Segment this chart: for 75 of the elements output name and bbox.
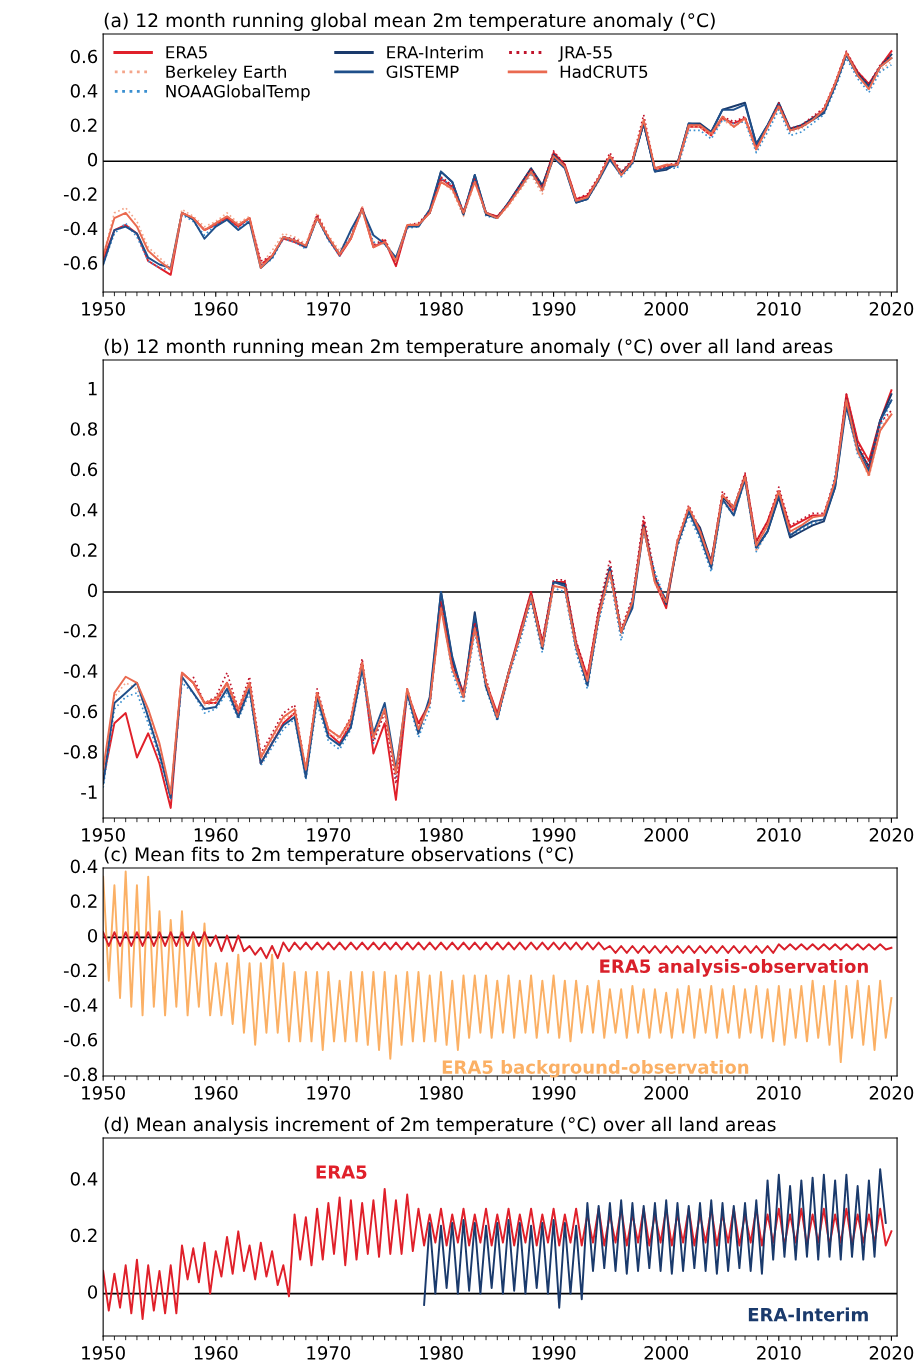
x-tick-label: 2020 <box>869 828 914 842</box>
x-tick-label: 1990 <box>532 302 576 316</box>
x-tick-label: 1960 <box>194 1086 238 1100</box>
y-tick-label: 0 <box>87 583 98 598</box>
x-tick-label: 1950 <box>82 1086 125 1100</box>
y-tick-label: 0.4 <box>70 84 98 98</box>
x-tick-label: 2000 <box>644 302 688 316</box>
x-tick-label: 1980 <box>419 828 463 842</box>
legend-label: ERA5 <box>166 46 207 59</box>
y-tick-label: 0.4 <box>70 1172 98 1186</box>
x-tick-label: 2000 <box>644 1086 688 1100</box>
x-tick-label: 1950 <box>82 828 125 842</box>
y-tick-label: 0.4 <box>70 502 98 517</box>
series-label: ERA5 <box>316 1165 367 1179</box>
y-tick-label: 0 <box>87 1285 98 1299</box>
x-tick-label: 1980 <box>419 302 463 316</box>
series-label: ERA5 analysis-observation <box>600 959 868 977</box>
y-tick-label: 0.8 <box>70 422 98 436</box>
x-tick-label: 2000 <box>644 1346 688 1360</box>
y-tick-label: 0.2 <box>70 118 97 133</box>
x-tick-label: 2010 <box>757 1086 801 1100</box>
series-label: ERA5 background-observation <box>442 1059 749 1078</box>
y-tick-label: -0.2 <box>63 187 97 201</box>
x-tick-label: 1990 <box>532 828 576 842</box>
x-tick-label: 2010 <box>757 828 801 842</box>
x-tick-label: 1970 <box>307 302 351 316</box>
chart-title: (b) 12 month running mean 2m temperature anomaly (°C) over all land areas <box>104 338 833 357</box>
x-tick-label: 2020 <box>869 1086 914 1100</box>
y-tick-label: 1 <box>88 382 97 396</box>
y-tick-label: 0.2 <box>70 1228 97 1243</box>
x-tick-label: 2020 <box>869 302 914 316</box>
legend-label: ERA-Interim <box>387 45 483 59</box>
x-tick-label: 1960 <box>194 302 238 316</box>
y-tick-label: 0.4 <box>70 859 98 874</box>
x-tick-label: 2000 <box>644 828 688 842</box>
x-tick-label: 1970 <box>307 1086 351 1100</box>
legend-label: GISTEMP <box>386 65 459 79</box>
y-tick-label: -0.4 <box>63 998 98 1012</box>
x-tick-label: 1990 <box>532 1346 576 1360</box>
text: ERA-Interim <box>748 1307 868 1322</box>
y-tick-label: 0.2 <box>70 894 97 908</box>
legend-label: HadCRUT5 <box>560 65 648 79</box>
y-tick-label: -0.2 <box>63 623 97 638</box>
y-tick-label: -0.6 <box>63 704 98 719</box>
x-tick-label: 1950 <box>82 1346 125 1360</box>
y-tick-label: -0.2 <box>63 963 97 978</box>
y-tick-label: 0 <box>87 152 98 167</box>
x-tick-label: 2010 <box>757 302 801 316</box>
chart-title: (c) Mean fits to 2m temperature observations (°C) <box>104 846 573 865</box>
x-tick-label: 1980 <box>419 1346 463 1360</box>
legend-label: Berkeley Earth <box>166 65 286 82</box>
x-tick-label: 2010 <box>757 1346 801 1360</box>
y-tick-label: -0.4 <box>63 221 98 236</box>
x-tick-label: 2020 <box>869 1346 914 1360</box>
y-tick-label: -0.8 <box>63 1067 98 1082</box>
chart-title: (a) 12 month running global mean 2m temperature anomaly (°C) <box>104 12 715 31</box>
x-tick-label: 1970 <box>307 1346 351 1360</box>
x-tick-label: 1960 <box>194 1346 238 1360</box>
legend-label: JRA-55 <box>558 46 612 62</box>
x-tick-label: 1990 <box>532 1086 576 1100</box>
x-tick-label: 1960 <box>194 828 238 842</box>
y-tick-label: 0.6 <box>70 49 98 64</box>
y-tick-label: -0.4 <box>63 664 98 678</box>
y-tick-label: -0.6 <box>63 256 98 270</box>
x-tick-label: 1980 <box>419 1086 463 1100</box>
y-tick-label: 0.2 <box>70 543 97 557</box>
chart-title: (d) Mean analysis increment of 2m temperature (°C) over all land areas <box>104 1116 776 1135</box>
x-tick-label: 1970 <box>307 828 351 842</box>
y-tick-label: 0.6 <box>70 462 98 477</box>
y-tick-label: -0.8 <box>63 745 98 759</box>
y-tick-label: -1 <box>81 785 97 799</box>
y-tick-label: 0 <box>87 928 98 943</box>
legend-label: NOAAGlobalTemp <box>166 84 310 101</box>
y-tick-label: -0.6 <box>63 1032 98 1047</box>
x-tick-label: 1950 <box>82 302 125 316</box>
